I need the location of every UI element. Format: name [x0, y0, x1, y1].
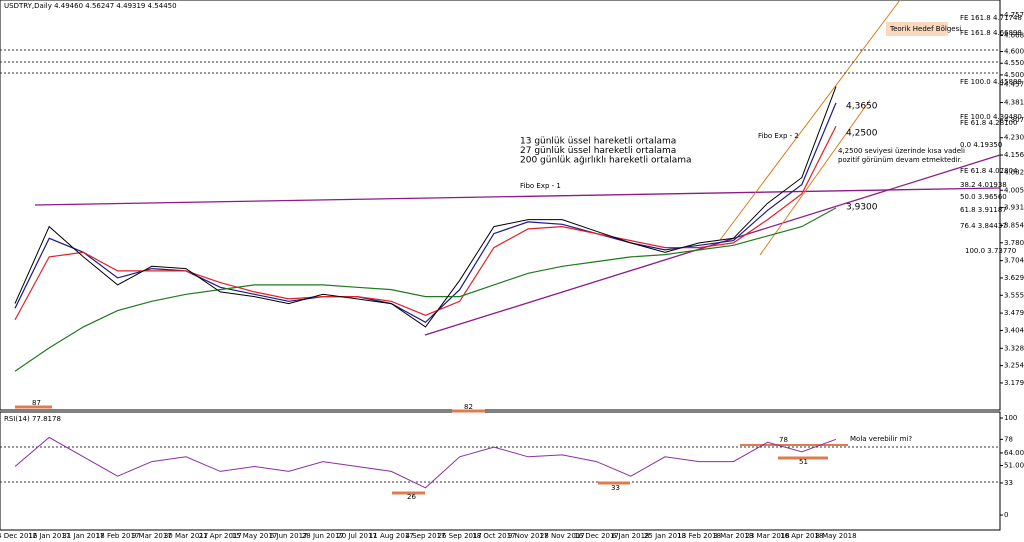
- channel-upper: [719, 0, 901, 241]
- y-tick-label: 4.50000: [1004, 71, 1024, 79]
- x-tick-label: 6 Jan 2018: [612, 532, 650, 540]
- y-tick-label: 3.25420: [1004, 362, 1024, 370]
- annotation: 26: [407, 493, 416, 501]
- y-tick-label: 4.23070: [1004, 134, 1024, 142]
- x-tick-label: 4 Sep 2017: [406, 532, 446, 540]
- annotation: Fibo Exp - 2: [758, 132, 799, 140]
- y-tick-label: 4.55000: [1004, 59, 1024, 67]
- x-tick-label: 11 Aug 2017: [369, 532, 414, 540]
- y-tick-label: 4.45795: [1004, 81, 1024, 89]
- support-line: [424, 154, 1001, 336]
- x-tick-label: 30 Mar 2017: [164, 532, 208, 540]
- y-tick-label: 3.40495: [1004, 326, 1024, 334]
- y-tick-label: 51.0000: [1004, 462, 1024, 470]
- y-tick-label: 3.78070: [1004, 239, 1024, 247]
- x-tick-label: 13 Feb 2018: [677, 532, 721, 540]
- annotation: FE 61.8 4.28100: [960, 119, 1017, 127]
- x-tick-label: 8 May 2018: [815, 532, 856, 540]
- legend-entry: 13 günlük üssel hareketli ortalama: [520, 137, 676, 147]
- y-tick-label: 33: [1004, 479, 1013, 487]
- x-tick-label: 25 Jan 2018: [644, 532, 686, 540]
- y-tick-label: 3.62995: [1004, 274, 1024, 282]
- rsi-title: RSI(14) 77.8178: [4, 415, 61, 423]
- x-tick-label: 16 Apr 2018: [780, 532, 823, 540]
- annotation: FE 161.8 4.66898: [960, 29, 1022, 37]
- y-tick-label: 64.0000: [1004, 449, 1024, 457]
- y-tick-label: 4.15645: [1004, 151, 1024, 159]
- chart-title: USDTRY,Daily 4.49460 4.56247 4.49319 4.5…: [4, 2, 177, 10]
- line: [14, 86, 837, 328]
- x-tick-label: 9 Mar 2017: [132, 532, 172, 540]
- line: [14, 436, 837, 489]
- y-tick-label: 4.60000: [1004, 48, 1024, 56]
- annotation: FE 61.8 4.07804: [960, 167, 1018, 175]
- x-tick-label: 26 Sep 2017: [438, 532, 482, 540]
- price-frame: [0, 0, 1001, 411]
- x-tick-label: 23 Mar 2018: [745, 532, 789, 540]
- y-tick-label: 78: [1004, 435, 1013, 443]
- annotation: 3,9300: [846, 203, 878, 213]
- annotation: 76.4 3.84437: [960, 222, 1007, 230]
- y-tick-label: 4.66890: [1004, 31, 1024, 39]
- annotation: FE 161.8 4.71748: [960, 14, 1022, 22]
- annotation: 4,2500 seviyesi üzerinde kısa vadeli: [838, 147, 965, 155]
- legend-entry: 27 günlük üssel hareketli ortalama: [520, 146, 676, 156]
- resistance-line: [34, 187, 1001, 206]
- y-tick-label: 0: [1004, 511, 1008, 519]
- x-tick-label: 16 Dec 2017: [574, 532, 619, 540]
- annotation: 51: [799, 458, 808, 466]
- annotation: 38.2 4.01938: [960, 181, 1007, 189]
- annotation: 100.0 3.73770: [965, 247, 1016, 255]
- annotation: 4,2500: [846, 129, 878, 139]
- x-tick-label: 24 Dec 2016: [0, 532, 38, 540]
- x-tick-label: 6 Jun 2017: [270, 532, 308, 540]
- y-tick-label: 4.08220: [1004, 168, 1024, 176]
- annotation: FE 100.0 4.45888: [960, 78, 1022, 86]
- x-tick-label: 9 Nov 2017: [508, 532, 548, 540]
- line: [14, 102, 837, 324]
- x-tick-label: 18 Oct 2017: [472, 532, 515, 540]
- annotation: 82: [464, 403, 473, 411]
- y-tick-label: 100: [1004, 414, 1017, 422]
- y-tick-label: 3.70420: [1004, 257, 1024, 265]
- y-tick-label: 3.17995: [1004, 379, 1024, 387]
- y-tick-label: 4.38145: [1004, 99, 1024, 107]
- annotation: FE 100.0 4.30480: [960, 113, 1022, 121]
- y-tick-label: 3.93145: [1004, 204, 1024, 212]
- x-tick-label: 12 Jan 2017: [28, 532, 70, 540]
- y-tick-label: 3.32845: [1004, 344, 1024, 352]
- y-tick-label: 4.30720: [1004, 116, 1024, 124]
- annotation: 4,3650: [846, 102, 878, 112]
- annotation: 78: [779, 436, 788, 444]
- x-tick-label: 3 Mar 2018: [713, 532, 753, 540]
- x-tick-label: 20 Jul 2017: [337, 532, 377, 540]
- annotation: 61.8 3.91187: [960, 206, 1007, 214]
- target-box: [886, 22, 948, 36]
- annotation: Teorik Hedef Bölgesi: [889, 25, 961, 33]
- y-tick-label: 4.75720: [1004, 11, 1024, 19]
- x-tick-label: 15 May 2017: [232, 532, 278, 540]
- annotation: pozitif görünüm devam etmektedir.: [838, 156, 962, 164]
- x-tick-label: 28 Jun 2017: [302, 532, 344, 540]
- x-tick-label: 31 Jan 2017: [62, 532, 104, 540]
- annotation: Mola verebilir mi?: [850, 435, 912, 443]
- x-tick-label: 21 Apr 2017: [199, 532, 242, 540]
- y-tick-label: 3.85495: [1004, 221, 1024, 229]
- x-tick-label: 18 Feb 2017: [96, 532, 140, 540]
- y-tick-label: 3.47920: [1004, 309, 1024, 317]
- channel-lower: [759, 99, 871, 256]
- annotation: 50.0 3.96560: [960, 193, 1007, 201]
- annotation: 33: [611, 484, 620, 492]
- line: [14, 207, 837, 372]
- line: [14, 125, 837, 321]
- legend-entry: 200 günlük ağırlıklı hareketli ortalama: [520, 156, 692, 166]
- annotation: Fibo Exp - 1: [520, 182, 561, 190]
- x-tick-label: 28 Nov 2017: [540, 532, 585, 540]
- annotation: 87: [32, 399, 41, 407]
- rsi-frame: [0, 411, 1001, 531]
- y-tick-label: 3.55570: [1004, 291, 1024, 299]
- annotation: 0.0 4.19350: [960, 141, 1002, 149]
- y-tick-label: 4.00570: [1004, 186, 1024, 194]
